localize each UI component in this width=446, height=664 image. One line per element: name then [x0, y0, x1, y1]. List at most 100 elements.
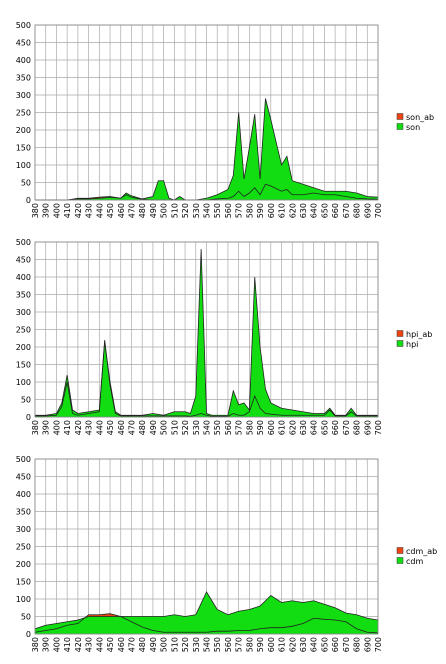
legend-label: hpi_ab	[406, 330, 432, 339]
x-tick-label: 390	[42, 420, 51, 435]
y-tick-label: 250	[16, 109, 31, 118]
y-tick-label: 150	[16, 578, 31, 587]
y-tick-label: 450	[16, 39, 31, 48]
y-tick-label: 0	[26, 196, 31, 205]
y-tick-label: 0	[26, 630, 31, 639]
x-tick-label: 390	[42, 203, 51, 218]
x-tick-label: 450	[106, 203, 115, 218]
legend-swatch	[396, 557, 404, 564]
x-tick-label: 510	[170, 203, 179, 218]
x-tick-label: 510	[170, 420, 179, 435]
x-tick-label: 620	[288, 637, 297, 652]
x-tick-label: 580	[245, 637, 254, 652]
y-tick-label: 400	[16, 273, 31, 282]
x-tick-label: 500	[160, 420, 169, 435]
x-tick-label: 660	[331, 637, 340, 652]
x-tick-label: 540	[203, 420, 212, 435]
x-tick-label: 610	[278, 637, 287, 652]
y-tick-label: 250	[16, 543, 31, 552]
legend-swatch	[396, 340, 404, 347]
plot-frame	[34, 458, 379, 635]
x-tick-label: 450	[106, 637, 115, 652]
area-outline	[34, 613, 379, 634]
x-tick-label: 630	[299, 637, 308, 652]
y-tick-label: 0	[26, 413, 31, 422]
x-tick-label: 600	[267, 637, 276, 652]
legend-label: cdm	[406, 557, 423, 566]
x-tick-label: 410	[63, 203, 72, 218]
x-tick-label: 650	[320, 637, 329, 652]
x-tick-label: 660	[331, 420, 340, 435]
y-tick-label: 400	[16, 490, 31, 499]
x-tick-label: 460	[117, 203, 126, 218]
x-tick-label: 380	[31, 420, 40, 435]
x-tick-label: 440	[95, 420, 104, 435]
x-tick-label: 410	[63, 637, 72, 652]
x-tick-label: 700	[374, 203, 383, 218]
y-tick-label: 350	[16, 508, 31, 517]
y-tick-label: 250	[16, 326, 31, 335]
x-tick-label: 620	[288, 203, 297, 218]
x-tick-label: 460	[117, 420, 126, 435]
x-tick-label: 430	[85, 637, 94, 652]
x-tick-label: 450	[106, 420, 115, 435]
y-tick-label: 300	[16, 91, 31, 100]
x-tick-label: 690	[363, 420, 372, 435]
x-tick-label: 420	[74, 203, 83, 218]
y-tick-label: 100	[16, 595, 31, 604]
x-tick-label: 380	[31, 637, 40, 652]
x-tick-label: 700	[374, 637, 383, 652]
x-tick-label: 560	[224, 203, 233, 218]
x-tick-label: 680	[353, 203, 362, 218]
x-tick-label: 610	[278, 203, 287, 218]
y-tick-label: 50	[21, 396, 31, 405]
x-tick-label: 400	[52, 203, 61, 218]
x-tick-label: 580	[245, 203, 254, 218]
y-tick-label: 500	[16, 238, 31, 247]
legend-swatch	[396, 330, 404, 337]
x-tick-label: 630	[299, 203, 308, 218]
x-tick-label: 520	[181, 420, 190, 435]
x-tick-label: 550	[213, 637, 222, 652]
x-tick-label: 380	[31, 203, 40, 218]
x-tick-label: 530	[192, 637, 201, 652]
y-tick-label: 350	[16, 291, 31, 300]
area-outline	[35, 183, 379, 201]
x-tick-label: 430	[85, 203, 94, 218]
x-tick-label: 570	[235, 203, 244, 218]
x-tick-label: 510	[170, 637, 179, 652]
x-tick-label: 660	[331, 203, 340, 218]
x-tick-label: 440	[95, 203, 104, 218]
x-tick-label: 420	[74, 420, 83, 435]
x-tick-label: 490	[149, 203, 158, 218]
x-tick-label: 490	[149, 637, 158, 652]
y-tick-label: 150	[16, 144, 31, 153]
x-tick-label: 530	[192, 203, 201, 218]
x-tick-label: 690	[363, 203, 372, 218]
x-tick-label: 390	[42, 637, 51, 652]
x-tick-label: 480	[138, 203, 147, 218]
x-tick-label: 680	[353, 637, 362, 652]
area-outline	[35, 339, 378, 417]
x-tick-label: 620	[288, 420, 297, 435]
legend-swatch	[396, 113, 404, 120]
y-tick-label: 50	[21, 179, 31, 188]
x-tick-label: 610	[278, 420, 287, 435]
x-tick-label: 420	[74, 637, 83, 652]
x-tick-label: 540	[203, 203, 212, 218]
plot-frame	[34, 24, 379, 201]
x-tick-label: 550	[213, 203, 222, 218]
area-outline	[35, 248, 378, 416]
x-tick-label: 540	[203, 637, 212, 652]
legend-label: son	[406, 123, 420, 132]
y-tick-label: 500	[16, 21, 31, 30]
x-tick-label: 590	[256, 203, 265, 218]
y-tick-label: 100	[16, 161, 31, 170]
y-tick-label: 150	[16, 361, 31, 370]
x-tick-label: 400	[52, 637, 61, 652]
x-tick-label: 560	[224, 637, 233, 652]
x-tick-label: 650	[320, 203, 329, 218]
x-tick-label: 410	[63, 420, 72, 435]
x-tick-label: 480	[138, 420, 147, 435]
